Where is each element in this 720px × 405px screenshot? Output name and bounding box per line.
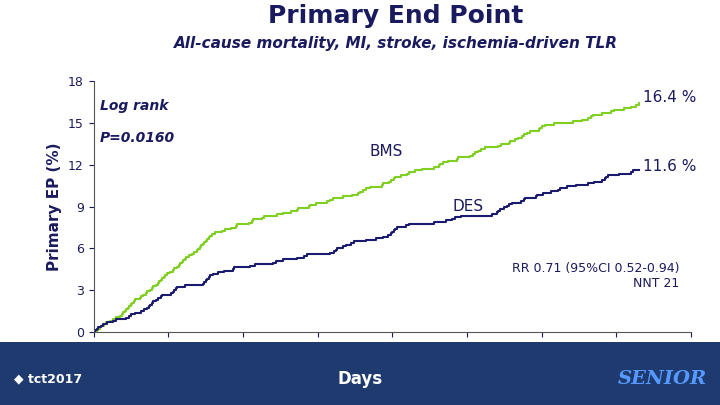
Text: 16.4 %: 16.4 % — [644, 90, 697, 105]
Text: RR 0.71 (95%CI 0.52-0.94)
NNT 21: RR 0.71 (95%CI 0.52-0.94) NNT 21 — [512, 262, 679, 290]
Text: ◆ tct2017: ◆ tct2017 — [14, 372, 83, 385]
Text: Primary End Point: Primary End Point — [269, 4, 523, 28]
Text: 11.6 %: 11.6 % — [644, 159, 697, 174]
Text: All-cause mortality, MI, stroke, ischemia-driven TLR: All-cause mortality, MI, stroke, ischemi… — [174, 36, 618, 51]
Text: Days: Days — [338, 370, 382, 388]
Text: DES: DES — [452, 199, 483, 214]
Text: SENIOR: SENIOR — [618, 370, 707, 388]
Text: Log rank: Log rank — [99, 98, 168, 113]
Text: P=0.0160: P=0.0160 — [99, 131, 175, 145]
Y-axis label: Primary EP (%): Primary EP (%) — [48, 142, 63, 271]
Text: BMS: BMS — [370, 144, 403, 159]
